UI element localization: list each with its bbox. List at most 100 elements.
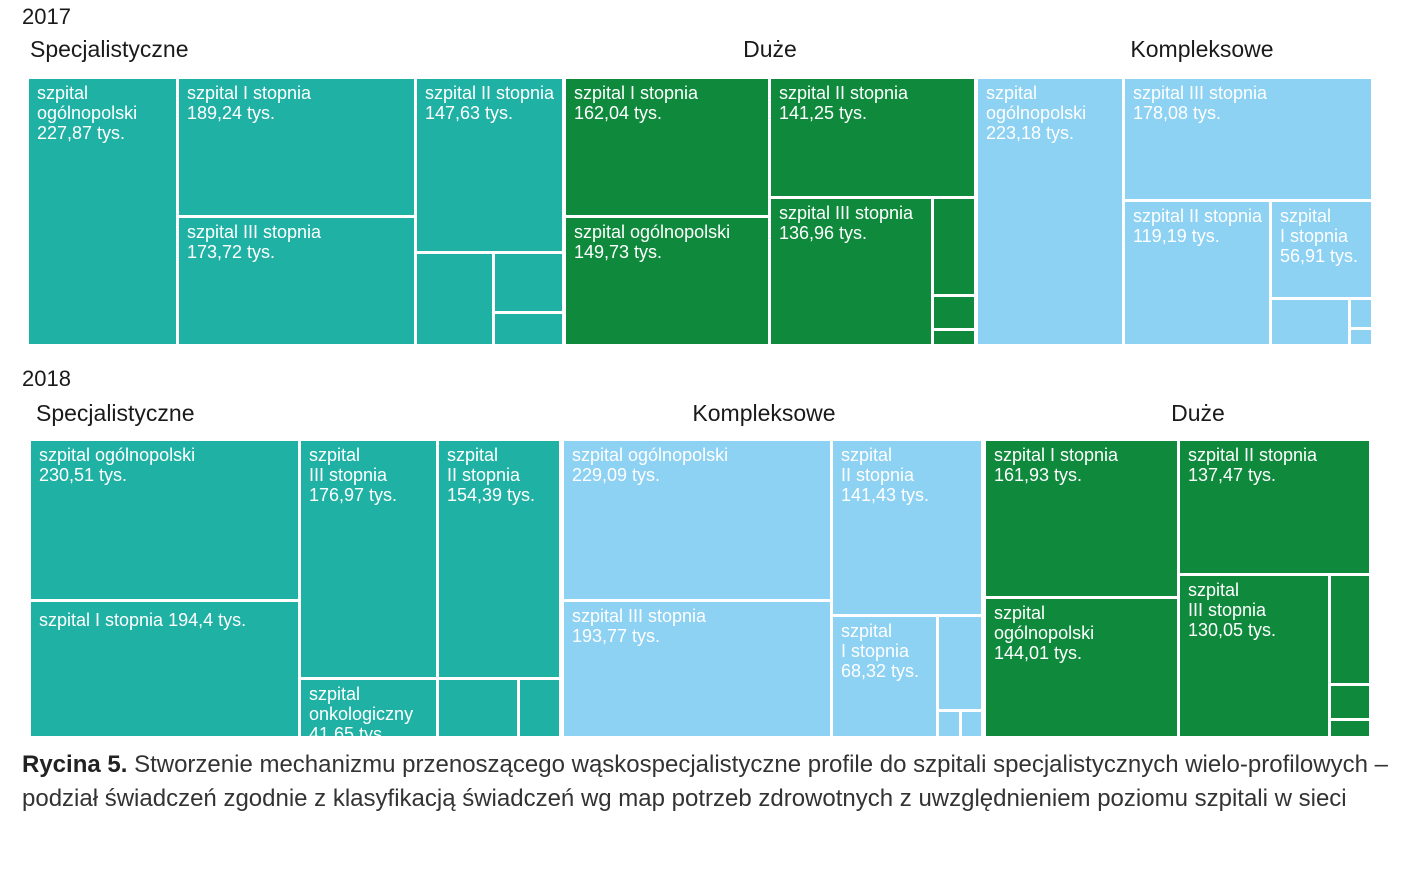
cell-value: 162,04 tys. [574, 103, 663, 123]
cell-name: szpital II stopnia [447, 445, 521, 485]
cell-name: szpital I stopnia [574, 83, 699, 103]
cell-name: szpital II stopnia [425, 83, 555, 103]
group-header: Duże [1171, 400, 1225, 426]
treemap-cell: szpital III stopnia 178,08 tys. [1125, 79, 1371, 199]
treemap-cell: szpital III stopnia 130,05 tys. [1180, 576, 1328, 736]
caption-text: Stworzenie mechanizmu przenoszącego wąsk… [22, 751, 1388, 812]
cell-value: 137,47 tys. [1188, 465, 1277, 485]
cell-name: szpital ogólnopolski [986, 83, 1087, 123]
treemap-small-cell [962, 712, 981, 736]
treemap-small-cell [520, 680, 559, 736]
cell-label: szpital II stopnia 147,63 tys. [425, 83, 554, 123]
caption-label: Rycina 5. [22, 751, 128, 778]
treemap-cell: szpital II stopnia 137,47 tys. [1180, 441, 1369, 573]
cell-label: szpital III stopnia 176,97 tys. [309, 445, 397, 505]
cell-name: szpital I stopnia [187, 83, 312, 103]
treemap-cell: szpital II stopnia 154,39 tys. [439, 441, 559, 677]
year-title: 2018 [22, 366, 71, 391]
cell-value: 130,05 tys. [1188, 620, 1277, 640]
treemap-cell: szpital III stopnia 193,77 tys. [564, 602, 830, 736]
cell-value: 147,63 tys. [425, 103, 514, 123]
treemap-small-cell [934, 199, 974, 294]
cell-label: szpital ogólnopolski 223,18 tys. [986, 83, 1086, 143]
group-header: Kompleksowe [1130, 36, 1274, 62]
cell-label: szpital III stopnia 136,96 tys. [779, 203, 913, 243]
cell-name: szpital I stopnia [39, 610, 164, 630]
treemap-cell: szpital III stopnia 173,72 tys. [179, 218, 414, 344]
treemap-cell: szpital II stopnia 119,19 tys. [1125, 202, 1269, 344]
cell-name: szpital ogólnopolski [994, 603, 1095, 643]
treemap-cell: szpital I stopnia 189,24 tys. [179, 79, 414, 215]
group-header: Kompleksowe [692, 400, 836, 426]
cell-value: 68,32 tys. [841, 661, 920, 681]
cell-name: szpital II stopnia [841, 445, 915, 485]
cell-name: szpital ogólnopolski [39, 445, 196, 465]
cell-name: szpital I stopnia [1280, 206, 1349, 246]
cell-value: 176,97 tys. [309, 485, 398, 505]
treemap-cell: szpital I stopnia 161,93 tys. [986, 441, 1177, 596]
cell-label: szpital I stopnia 68,32 tys. [841, 621, 919, 681]
treemap-small-cell [1351, 330, 1371, 344]
treemap-small-cell [495, 254, 562, 311]
group-header: Specjalistyczne [36, 400, 195, 426]
cell-name: szpital II stopnia [1188, 445, 1318, 465]
cell-value: 41,65 tys. [309, 724, 388, 744]
cell-label: szpital ogólnopolski 229,09 tys. [572, 445, 728, 485]
cell-label: szpital ogólnopolski 144,01 tys. [994, 603, 1094, 663]
cell-label: szpital ogólnopolski 227,87 tys. [37, 83, 137, 143]
cell-value: 141,25 tys. [779, 103, 868, 123]
cell-name: szpital II stopnia [1133, 206, 1263, 226]
cell-value: 119,19 tys. [1133, 226, 1220, 246]
cell-value: 136,96 tys. [779, 223, 868, 243]
treemap-small-cell [1331, 721, 1369, 736]
treemap-cell: szpital I stopnia 194,4 tys. [31, 602, 298, 736]
treemap-small-cell [939, 617, 981, 709]
cell-label: szpital II stopnia 119,19 tys. [1133, 206, 1262, 246]
cell-label: szpital II stopnia 141,43 tys. [841, 445, 929, 505]
cell-value: 56,91 tys. [1280, 246, 1359, 266]
cell-name: szpital III stopnia [1133, 83, 1268, 103]
cell-value: 193,77 tys. [572, 626, 661, 646]
cell-name: szpital ogólnopolski [37, 83, 138, 123]
cell-name: szpital onkologiczny [309, 684, 414, 724]
cell-label: szpital II stopnia 137,47 tys. [1188, 445, 1317, 485]
treemap-small-cell [934, 331, 974, 344]
cell-name: szpital III stopnia [1188, 580, 1267, 620]
cell-name: szpital III stopnia [779, 203, 914, 223]
cell-value: 229,09 tys. [572, 465, 661, 485]
treemap-small-cell [417, 254, 492, 344]
treemap-small-cell [934, 297, 974, 328]
treemap-small-cell [495, 314, 562, 344]
cell-value: 230,51 tys. [39, 465, 128, 485]
treemap-cell: szpital I stopnia 68,32 tys. [833, 617, 936, 736]
cell-name: szpital III stopnia [572, 606, 707, 626]
cell-label: szpital I stopnia 189,24 tys. [187, 83, 311, 123]
treemap-cell: szpital ogólnopolski 144,01 tys. [986, 599, 1177, 736]
cell-name: szpital III stopnia [309, 445, 388, 485]
treemap-cell: szpital I stopnia 56,91 tys. [1272, 202, 1371, 297]
cell-label: szpital III stopnia 193,77 tys. [572, 606, 706, 646]
treemap-cell: szpital ogólnopolski 149,73 tys. [566, 218, 768, 344]
treemap-cell: szpital ogólnopolski 223,18 tys. [978, 79, 1122, 344]
cell-label: szpital ogólnopolski 149,73 tys. [574, 222, 730, 262]
cell-label: szpital I stopnia 194,4 tys. [39, 610, 246, 630]
group-header: Duże [743, 36, 797, 62]
cell-value: 189,24 tys. [187, 103, 276, 123]
cell-value: 154,39 tys. [447, 485, 536, 505]
cell-name: szpital I stopnia [994, 445, 1119, 465]
cell-name: szpital ogólnopolski [572, 445, 729, 465]
treemap-cell: szpital onkologiczny 41,65 tys. [301, 680, 436, 744]
cell-label: szpital III stopnia 178,08 tys. [1133, 83, 1267, 123]
treemap-cell: szpital III stopnia 136,96 tys. [771, 199, 931, 344]
caption: Rycina 5. Stworzenie mechanizmu przenosz… [22, 748, 1392, 816]
treemap-small-cell [1331, 576, 1369, 683]
cell-value: 178,08 tys. [1133, 103, 1222, 123]
treemap-small-cell [1351, 300, 1371, 327]
cell-label: szpital onkologiczny 41,65 tys. [309, 684, 413, 744]
cell-value: 223,18 tys. [986, 123, 1075, 143]
cell-name: szpital II stopnia [779, 83, 909, 103]
cell-label: szpital III stopnia 130,05 tys. [1188, 580, 1276, 640]
treemap-small-cell [939, 712, 959, 736]
cell-label: szpital II stopnia 141,25 tys. [779, 83, 908, 123]
